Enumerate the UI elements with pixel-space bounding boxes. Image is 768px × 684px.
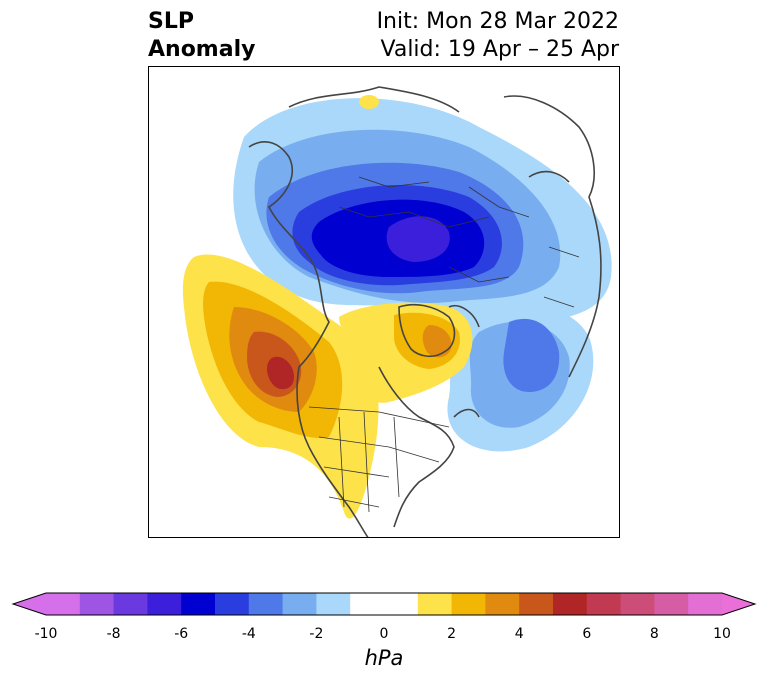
colorbar-extend-below	[13, 593, 46, 615]
arctic-small-high	[359, 95, 379, 109]
colorbar-tick-label: 0	[379, 626, 389, 642]
colorbar-bin	[79, 593, 115, 615]
colorbar-tick-label: 10	[713, 626, 731, 642]
valid-dates: Valid: 19 Apr – 25 Apr	[380, 37, 620, 62]
colorbar-units: hPa	[364, 646, 404, 670]
colorbar-bin	[248, 593, 284, 615]
colorbar-bin	[620, 593, 655, 615]
colorbar-tick-label: 4	[514, 626, 524, 642]
colorbar-bin	[417, 593, 453, 615]
map-title: SLP Anomaly	[148, 8, 255, 64]
anomaly-map	[182, 86, 612, 537]
colorbar-tick-label: -8	[106, 626, 121, 642]
colorbar-bin	[316, 593, 351, 615]
colorbar-bin	[181, 593, 216, 615]
colorbar-tick-label: -10	[34, 626, 58, 642]
colorbar-bin	[46, 593, 81, 615]
colorbar-tick-labels: -10 -8 -6 -4 -2 0 2 4 6 8 10	[0, 626, 768, 646]
forecast-dates: Init: Mon 28 Mar 2022 Valid: 19 Apr – 25…	[377, 8, 619, 64]
colorbar-tick-label: 8	[649, 626, 659, 642]
colorbar-tick-label: -4	[241, 626, 256, 642]
colorbar-bin	[519, 593, 554, 615]
coastlines	[248, 86, 602, 537]
colorbar	[11, 592, 757, 616]
colorbar-bin	[553, 593, 588, 615]
colorbar-bin	[586, 593, 622, 615]
colorbar-bin	[451, 593, 486, 615]
colorbar-bin	[654, 593, 689, 615]
greenland-high-anomaly	[339, 302, 473, 403]
colorbar-tick-label: -2	[309, 626, 324, 642]
colorbar-bin	[350, 593, 385, 615]
map-panel	[148, 66, 620, 538]
colorbar-tick-label: -6	[174, 626, 189, 642]
pacific-high-anomaly	[182, 254, 379, 519]
colorbar-bin	[282, 593, 317, 615]
colorbar-bin	[147, 593, 182, 615]
colorbar-outline	[11, 592, 757, 616]
title-line-1: SLP	[148, 9, 194, 34]
political-borders	[308, 176, 580, 513]
atlantic-low-anomaly	[447, 305, 594, 452]
colorbar-tick-label: 6	[582, 626, 592, 642]
title-line-2: Anomaly	[148, 37, 256, 62]
colorbar-tick-label: 2	[447, 626, 457, 642]
colorbar-bin	[485, 593, 520, 615]
colorbar-bin	[113, 593, 148, 615]
init-date: Init: Mon 28 Mar 2022	[376, 9, 619, 34]
colorbar-bin	[384, 593, 419, 615]
colorbar-bin	[688, 593, 723, 615]
colorbar-bin	[215, 593, 250, 615]
colorbar-extend-above	[722, 593, 755, 615]
arctic-low-anomaly	[233, 98, 612, 345]
